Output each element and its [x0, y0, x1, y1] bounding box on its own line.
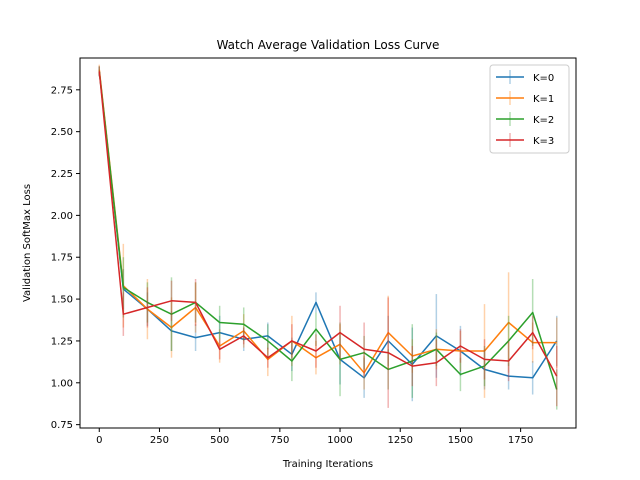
series-k-0: [98, 66, 558, 402]
x-tick-label: 1250: [388, 435, 413, 446]
y-tick-label: 2.00: [51, 211, 73, 222]
y-axis-title: Validation SoftMax Loss: [22, 184, 33, 302]
plot-area: [98, 64, 558, 410]
series-k-3: [98, 66, 558, 408]
series-k-2: [98, 66, 558, 410]
legend-item: K=1: [496, 91, 554, 105]
y-tick-label: 2.25: [51, 169, 73, 180]
y-tick-label: 0.75: [51, 420, 73, 431]
y-tick-label: 2.50: [51, 127, 73, 138]
series-k-1: [98, 64, 558, 398]
y-tick-label: 2.75: [51, 85, 73, 96]
legend-box: [489, 64, 570, 154]
series-line: [98, 71, 558, 377]
x-axis: 0 250 500 750 1000 1250 1500 1750: [96, 428, 533, 446]
legend-label: K=1: [533, 94, 554, 105]
y-tick-label: 1.00: [51, 378, 73, 389]
chart-title: Watch Average Validation Loss Curve: [217, 38, 440, 52]
y-axis: 0.75 1.00 1.25 1.50 1.75 2.00 2.25 2.50 2.75: [51, 85, 80, 431]
legend-item: K=2: [496, 112, 554, 126]
y-tick-label: 1.25: [51, 336, 73, 347]
x-tick-label: 0: [96, 435, 102, 446]
x-tick-label: 1000: [327, 435, 352, 446]
y-tick-label: 1.75: [51, 253, 73, 264]
series-line: [98, 71, 558, 390]
x-tick-label: 1750: [508, 435, 533, 446]
legend-label: K=3: [533, 136, 554, 147]
series-line: [98, 69, 557, 374]
x-tick-label: 750: [270, 435, 289, 446]
x-axis-title: Training Iterations: [282, 459, 373, 470]
legend-item: K=3: [496, 133, 554, 147]
x-tick-label: 500: [210, 435, 229, 446]
y-tick-label: 1.50: [51, 295, 73, 306]
x-tick-label: 1500: [448, 435, 473, 446]
legend-label: K=0: [533, 73, 554, 84]
legend-label: K=2: [533, 115, 554, 126]
plot-frame: [79, 57, 577, 429]
series-line: [98, 71, 558, 379]
legend-item: K=0: [496, 70, 554, 84]
legend: K=0 K=1 K=2 K=3: [489, 64, 570, 154]
x-tick-label: 250: [150, 435, 169, 446]
